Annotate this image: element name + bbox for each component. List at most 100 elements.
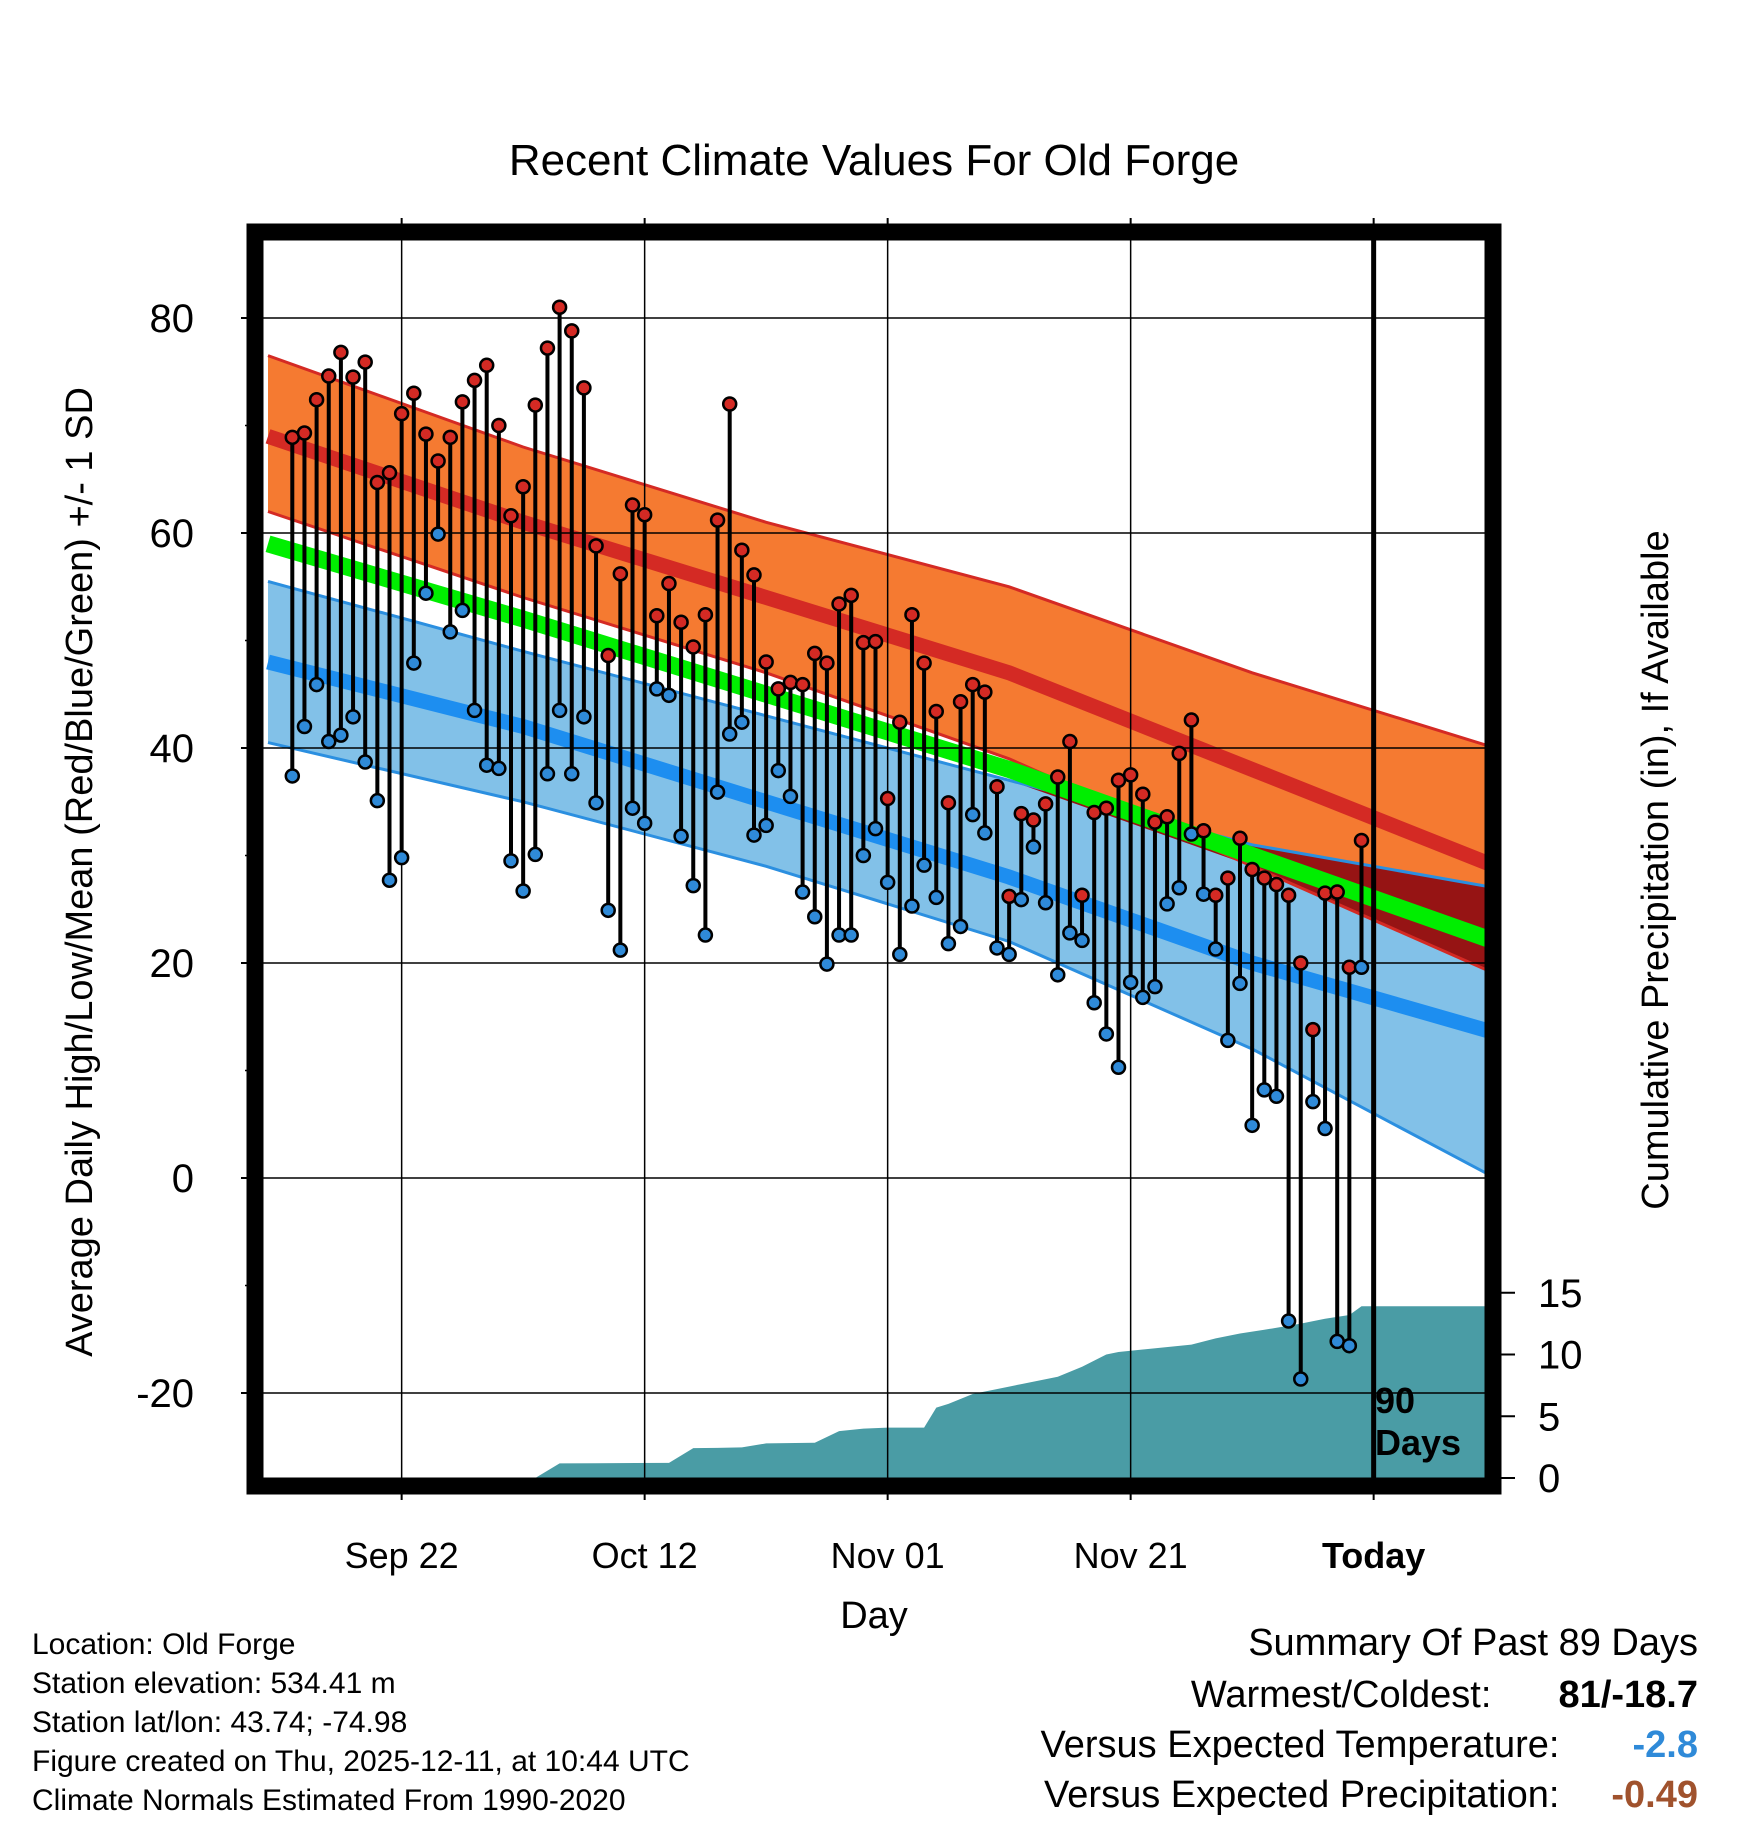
high-point xyxy=(661,575,677,592)
high-point xyxy=(624,497,641,513)
low-point xyxy=(1256,1082,1273,1098)
high-point xyxy=(357,354,373,370)
low-point xyxy=(1244,1117,1260,1134)
high-point xyxy=(345,369,361,385)
low-point xyxy=(345,709,361,725)
low-point xyxy=(770,762,787,779)
high-point xyxy=(576,380,592,396)
y-tick-label: 40 xyxy=(150,727,195,771)
y-tick-label: 60 xyxy=(150,512,195,556)
low-point xyxy=(673,828,689,844)
low-point xyxy=(357,754,373,770)
low-point xyxy=(867,820,884,837)
high-point xyxy=(916,655,932,671)
high-point xyxy=(296,425,313,441)
low-point xyxy=(1207,941,1224,957)
low-point xyxy=(964,806,981,823)
low-point xyxy=(1062,925,1078,941)
low-point xyxy=(381,872,398,888)
high-point xyxy=(539,340,556,356)
high-point xyxy=(1207,887,1224,904)
low-point xyxy=(1317,1120,1333,1137)
high-point xyxy=(564,323,580,339)
low-point xyxy=(794,884,811,900)
plot-frame xyxy=(246,223,1502,1495)
precip-label: Versus Expected Precipitation: xyxy=(1044,1774,1560,1816)
low-point xyxy=(466,702,483,719)
low-point xyxy=(1013,891,1030,908)
low-point xyxy=(1305,1093,1321,1110)
high-point xyxy=(1135,786,1151,802)
summary-precipitation: Versus Expected Precipitation: -0.49 xyxy=(1044,1774,1698,1817)
high-point xyxy=(406,385,422,401)
low-point xyxy=(321,733,337,750)
low-point xyxy=(588,795,604,811)
info-elevation: Station elevation: 534.41 m xyxy=(32,1667,396,1700)
high-point xyxy=(1256,870,1273,886)
low-point xyxy=(1341,1337,1358,1354)
low-point xyxy=(855,847,872,864)
low-point xyxy=(430,526,446,542)
low-point xyxy=(782,788,799,805)
info-location: Location: Old Forge xyxy=(32,1628,296,1661)
high-point xyxy=(588,538,604,554)
y-tick-label: 80 xyxy=(150,297,195,341)
low-point xyxy=(1086,995,1102,1011)
x-tick-label: Today xyxy=(1322,1535,1425,1576)
high-point xyxy=(940,795,957,811)
high-point xyxy=(746,567,762,583)
high-point xyxy=(977,684,993,700)
today-days-count: 90 xyxy=(1375,1380,1415,1421)
high-point xyxy=(734,542,750,558)
x-tick-label: Nov 01 xyxy=(831,1535,945,1576)
low-point xyxy=(892,946,908,963)
low-point xyxy=(308,676,325,693)
low-point xyxy=(1353,959,1370,976)
info-normals: Climate Normals Estimated From 1990-2020 xyxy=(32,1784,626,1817)
low-point xyxy=(1025,839,1042,855)
precip-value: -0.49 xyxy=(1611,1774,1698,1816)
low-point xyxy=(564,766,580,782)
low-point xyxy=(989,940,1005,956)
low-point xyxy=(284,768,301,784)
low-point xyxy=(746,827,762,843)
low-point xyxy=(734,714,750,730)
y2-axis-ticks: 15 10 5 0 xyxy=(1493,1272,1583,1501)
high-point xyxy=(1110,772,1127,788)
high-point xyxy=(527,397,544,413)
high-point xyxy=(1050,769,1066,785)
low-point xyxy=(1268,1088,1285,1105)
high-point xyxy=(1037,796,1054,812)
low-point xyxy=(1098,1026,1115,1042)
high-point xyxy=(515,479,531,495)
info-created: Figure created on Thu, 2025-12-11, at 10… xyxy=(32,1745,690,1778)
low-point xyxy=(685,877,701,894)
high-point xyxy=(904,606,920,623)
summary-warm-cold: Warmest/Coldest: 81/-18.7 xyxy=(1191,1674,1698,1717)
low-point xyxy=(709,784,726,800)
high-point xyxy=(721,396,738,412)
low-point xyxy=(1280,1313,1297,1329)
high-point xyxy=(1293,955,1309,971)
warm-cold-value: 81/-18.7 xyxy=(1558,1674,1698,1716)
y2-axis-label: Cumulative Precipitation (in), If Availa… xyxy=(1635,530,1677,1209)
high-point xyxy=(551,299,568,315)
x-tick-label: Oct 12 xyxy=(592,1535,698,1576)
low-point xyxy=(1171,880,1187,896)
low-point xyxy=(527,846,544,863)
low-point xyxy=(952,918,969,935)
high-point xyxy=(491,417,507,434)
high-point xyxy=(430,453,446,469)
daily-points xyxy=(284,299,1370,1387)
low-point xyxy=(515,883,531,899)
low-point xyxy=(661,687,677,704)
high-point xyxy=(770,681,787,697)
low-point xyxy=(442,624,458,640)
summary-temperature: Versus Expected Temperature: -2.8 xyxy=(1041,1724,1698,1767)
low-point xyxy=(807,909,823,925)
x-axis-ticks: Sep 22 Oct 12 Nov 01 Nov 21 Today xyxy=(345,218,1425,1576)
high-point xyxy=(782,674,799,691)
high-point xyxy=(418,426,434,442)
high-point xyxy=(928,703,944,720)
high-point xyxy=(321,368,337,384)
